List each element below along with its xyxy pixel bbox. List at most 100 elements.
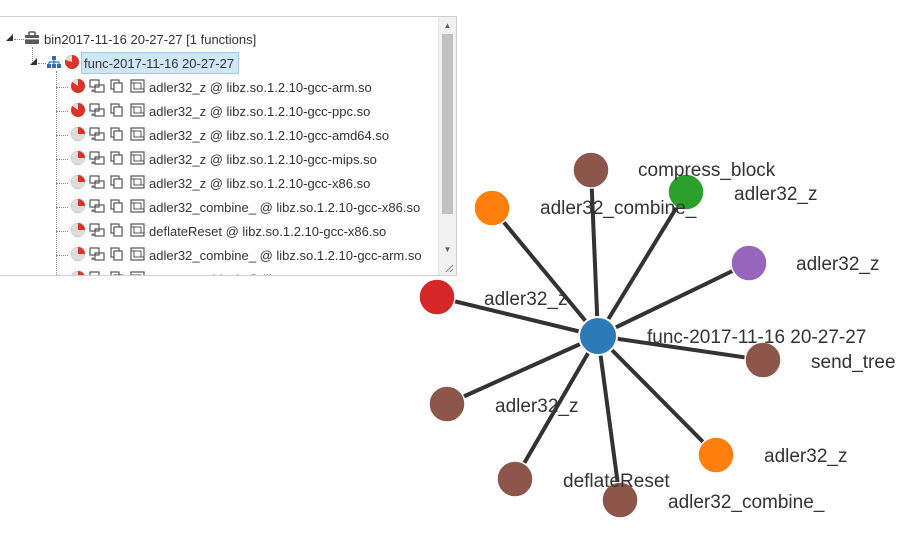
- compare-icon[interactable]: [89, 150, 105, 168]
- scroll-up-arrow-icon[interactable]: ▲: [443, 21, 452, 30]
- tree-item-row[interactable]: adler32_z @ libz.so.1.2.10-gcc-amd64.so: [56, 124, 389, 146]
- copy-icon[interactable]: [110, 150, 124, 168]
- graph-icon[interactable]: [130, 174, 145, 192]
- graph-node-label: adler32_z: [764, 446, 847, 467]
- copy-icon[interactable]: [110, 198, 124, 216]
- tree-item-label: compress_block @ libz.so.1.2.10-gcc-x86.…: [149, 272, 407, 276]
- pie-icon: [64, 54, 80, 73]
- graph-node-label: adler32_combine_: [668, 492, 825, 513]
- tree-item-label: adler32_combine_ @ libz.so.1.2.10-gcc-x8…: [149, 199, 421, 215]
- tree-item-row[interactable]: adler32_z @ libz.so.1.2.10-gcc-x86.so: [56, 172, 370, 194]
- compare-icon[interactable]: [89, 246, 105, 264]
- graph-icon[interactable]: [130, 102, 145, 120]
- tree-item-row[interactable]: compress_block @ libz.so.1.2.10-gcc-x86.…: [56, 268, 407, 275]
- pie-icon: [70, 78, 86, 97]
- tree-item-row[interactable]: adler32_z @ libz.so.1.2.10-gcc-arm.so: [56, 76, 372, 98]
- pie-icon: [70, 174, 86, 193]
- tree-connector: [56, 71, 57, 275]
- graph-node[interactable]: [730, 244, 768, 282]
- resize-grip-icon[interactable]: [442, 261, 454, 273]
- copy-icon[interactable]: [110, 222, 124, 240]
- graph-node[interactable]: [572, 151, 610, 189]
- graph-edge: [513, 334, 600, 481]
- scroll-thumb[interactable]: [442, 34, 453, 214]
- copy-icon[interactable]: [110, 102, 124, 120]
- tree-item-label: adler32_combine_ @ libz.so.1.2.10-gcc-ar…: [149, 247, 422, 263]
- graph-node[interactable]: [428, 385, 466, 423]
- tree-item-label: adler32_z @ libz.so.1.2.10-gcc-arm.so: [149, 79, 372, 95]
- tree-connector: [38, 63, 46, 64]
- graph-icon[interactable]: [130, 270, 145, 275]
- tree-connector: [14, 39, 24, 40]
- tree-scrollbar[interactable]: ▲ ▼: [438, 17, 456, 275]
- graph-icon[interactable]: [130, 198, 145, 216]
- graph-edge: [589, 169, 600, 337]
- graph-icon[interactable]: [130, 126, 145, 144]
- tree-root-row[interactable]: bin2017-11-16 20-27-27 [1 functions]: [4, 28, 256, 50]
- compare-icon[interactable]: [89, 78, 105, 96]
- scroll-down-arrow-icon[interactable]: ▼: [443, 245, 452, 254]
- graph-node-label: adler32_z: [734, 184, 817, 205]
- graph-edge: [436, 295, 599, 338]
- compare-icon[interactable]: [89, 102, 105, 120]
- collapse-toggle-icon[interactable]: [28, 56, 40, 71]
- tree-item-label: adler32_z @ libz.so.1.2.10-gcc-x86.so: [149, 175, 371, 191]
- tree-connector: [56, 255, 68, 256]
- graph-node[interactable]: [667, 173, 705, 211]
- tree-item-row[interactable]: deflateReset @ libz.so.1.2.10-gcc-x86.so: [56, 220, 386, 242]
- graph-node[interactable]: [697, 436, 735, 474]
- graph-node-label: adler32_z: [484, 289, 567, 310]
- graph-labels: adler32_combine_compress_blockadler32_za…: [484, 160, 896, 513]
- pie-icon: [70, 198, 86, 217]
- graph-edge: [596, 334, 718, 457]
- compare-icon[interactable]: [89, 222, 105, 240]
- graph-node-label: compress_block: [638, 160, 776, 181]
- graph-node-label: adler32_combine_: [540, 198, 697, 219]
- copy-icon[interactable]: [110, 246, 124, 264]
- tree-func-row[interactable]: func-2017-11-16 20-27-27: [28, 52, 240, 74]
- graph-node-label: send_tree: [811, 352, 896, 373]
- graph-edge: [597, 334, 764, 362]
- compare-icon[interactable]: [89, 198, 105, 216]
- copy-icon[interactable]: [110, 270, 124, 275]
- pie-icon: [70, 270, 86, 275]
- graph-center-node[interactable]: [578, 316, 618, 356]
- tree-item-row[interactable]: adler32_z @ libz.so.1.2.10-gcc-mips.so: [56, 148, 377, 170]
- pie-icon: [70, 246, 86, 265]
- graph-icon[interactable]: [130, 150, 145, 168]
- graph-node[interactable]: [418, 278, 456, 316]
- graph-edges: [436, 169, 764, 501]
- compare-icon[interactable]: [89, 270, 105, 275]
- graph-icon[interactable]: [130, 222, 145, 240]
- copy-icon[interactable]: [110, 174, 124, 192]
- graph-node[interactable]: [601, 481, 639, 519]
- compare-icon[interactable]: [89, 174, 105, 192]
- pie-icon: [70, 126, 86, 145]
- tree-func-label: func-2017-11-16 20-27-27: [84, 55, 235, 71]
- compare-icon[interactable]: [89, 126, 105, 144]
- collapse-toggle-icon[interactable]: [4, 32, 16, 47]
- graph-icon[interactable]: [130, 78, 145, 96]
- graph-node[interactable]: [496, 460, 534, 498]
- graph-node-label: deflateReset: [563, 471, 670, 492]
- graph-edge: [490, 206, 600, 338]
- sitemap-icon: [46, 55, 62, 72]
- tree-connector: [56, 159, 68, 160]
- graph-node-label: adler32_z: [796, 254, 879, 275]
- tree-connector: [56, 207, 68, 208]
- tree-item-row[interactable]: adler32_combine_ @ libz.so.1.2.10-gcc-x8…: [56, 196, 420, 218]
- pie-icon: [70, 222, 86, 241]
- tree-item-row[interactable]: adler32_z @ libz.so.1.2.10-gcc-ppc.so: [56, 100, 370, 122]
- graph-icon[interactable]: [130, 246, 145, 264]
- tree-item-row[interactable]: adler32_combine_ @ libz.so.1.2.10-gcc-ar…: [56, 244, 422, 266]
- selected-func-node[interactable]: func-2017-11-16 20-27-27: [81, 52, 240, 74]
- tree-connector: [56, 87, 68, 88]
- function-tree-panel[interactable]: bin2017-11-16 20-27-27 [1 functions]: [0, 16, 457, 276]
- copy-icon[interactable]: [110, 126, 124, 144]
- graph-node[interactable]: [744, 341, 782, 379]
- graph-node[interactable]: [473, 189, 511, 227]
- tree-connector: [56, 183, 68, 184]
- copy-icon[interactable]: [110, 78, 124, 96]
- tree-item-label: adler32_z @ libz.so.1.2.10-gcc-ppc.so: [149, 103, 371, 119]
